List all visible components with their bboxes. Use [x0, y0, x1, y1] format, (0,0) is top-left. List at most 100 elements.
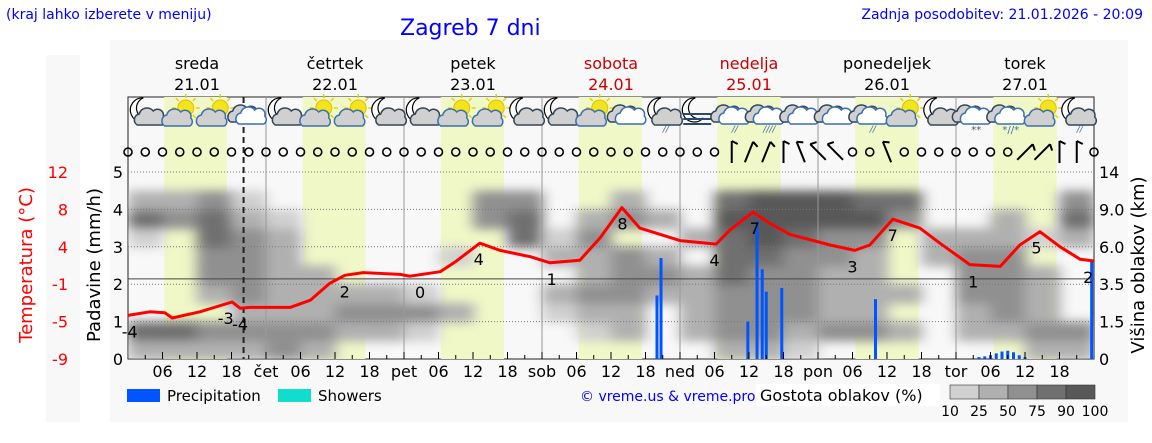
cloud-density-cell [818, 321, 854, 342]
precipitation-bar [977, 357, 981, 359]
credit-link[interactable]: © vreme.us & vreme.pro [580, 389, 755, 405]
cloud-shape [375, 107, 408, 126]
cloud-density-cell [887, 190, 923, 211]
precipitation-bar [1000, 351, 1004, 359]
wind-barb-tick [882, 140, 890, 144]
legend-showers-label: Showers [318, 387, 382, 405]
sun-ray [502, 114, 507, 119]
calm-wind-icon [519, 147, 530, 157]
cloud-density-cell [231, 190, 267, 211]
calm-wind-icon [278, 147, 289, 157]
sun-ray [916, 114, 921, 119]
snow-marks: ** [971, 125, 981, 136]
wind-barb-icon [1033, 143, 1054, 161]
precipitation-bar [1012, 352, 1015, 359]
precipitation-tick: 5 [113, 163, 123, 182]
cloud-density-cell [231, 209, 267, 230]
cloud-density-cell [369, 284, 405, 304]
cloud-density-cell [645, 246, 681, 267]
cloud-density-cell [990, 284, 1026, 304]
calm-wind-icon [640, 147, 651, 157]
cloud-shape [1065, 107, 1098, 126]
cloud-shape [299, 108, 332, 127]
cloud-density-cell [576, 209, 612, 230]
cloud-density-cell [887, 321, 923, 342]
cloud-density-cell [852, 265, 888, 286]
cloud-density-cell [611, 246, 647, 267]
cloud-density-cell [611, 321, 647, 342]
cloud-shape [195, 108, 228, 127]
hour-tick-label: 06 [704, 362, 724, 381]
hour-tick-label: 06 [152, 362, 172, 381]
moon-cloud-icon [509, 97, 546, 126]
legend-precipitation-label: Precipitation [167, 387, 261, 405]
cloud-density-cell [231, 284, 267, 304]
cloud-density-cell [438, 302, 474, 323]
wind-barb-shaft [881, 141, 893, 163]
precipitation-bar [874, 299, 877, 359]
calm-wind-icon [899, 147, 910, 157]
cloud-density-cell [990, 228, 1026, 248]
calm-wind-icon [192, 147, 202, 157]
calm-wind-icon [1002, 147, 1013, 157]
day-name: četrtek [307, 54, 365, 73]
hour-tick-label: 06 [428, 362, 448, 381]
calm-wind-icon [364, 147, 375, 157]
moon-fog-icon [681, 97, 712, 125]
cloud-density-cell [783, 340, 819, 359]
cloud-rain-icon: // [848, 104, 889, 135]
cloud-density-cell [369, 302, 405, 323]
cloud-density-cell [680, 265, 716, 286]
sun-ray [502, 97, 507, 102]
cloud-density-cell [680, 302, 716, 323]
sun-cloud-icon [885, 94, 925, 127]
sun-ray [916, 97, 921, 102]
cloud-density-cell [990, 321, 1026, 342]
precipitation-tick: 3 [113, 238, 123, 257]
wind-barb-icon [743, 141, 759, 163]
hour-tick-label: 18 [1049, 362, 1069, 381]
cloud-density-cell [714, 284, 750, 304]
temperature-tick: -1 [52, 275, 68, 294]
cloud-density-cell [162, 190, 198, 211]
sun-ray [468, 114, 473, 119]
temperature-label: 1 [547, 270, 557, 289]
calm-wind-icon [847, 147, 858, 157]
cloud-density-cell [542, 284, 578, 304]
sun-cloud-icon [161, 94, 200, 127]
cloud-density-cell [1025, 284, 1061, 304]
cloud-density-cell [714, 265, 750, 286]
cloud-density-cell [749, 265, 785, 286]
cloud-rain-icon: // [710, 104, 751, 135]
cloud-density-cell [611, 190, 647, 211]
colorbar-tick: 25 [970, 404, 988, 420]
cloud-density-cell [231, 265, 267, 286]
calm-wind-icon [985, 147, 996, 157]
cloud-density-cell [507, 190, 543, 211]
cloud-density-cell [576, 246, 612, 267]
cloud-density-cell [611, 302, 647, 323]
sun-cloud-icon [333, 94, 373, 127]
precipitation-bar [780, 287, 784, 359]
cloud-density-cell [542, 228, 578, 248]
calm-wind-icon [381, 147, 392, 157]
cloud-height-tick: 14 [1099, 163, 1119, 182]
precipitation-tick: 2 [113, 275, 123, 294]
precipitation-bar [655, 295, 659, 359]
sun-ray [175, 97, 180, 102]
sun-ray [589, 97, 594, 102]
wind-barb-shaft [743, 141, 755, 163]
temperature-label: 7 [888, 226, 898, 245]
hour-tick-label: 18 [359, 362, 379, 381]
temperature-axis-label: Temperatura (°C) [16, 187, 37, 344]
legend-showers-swatch [278, 389, 311, 402]
cloud-density-cell [887, 209, 923, 230]
cloud-density-cell [818, 302, 854, 323]
day-abbrev-tick: čet [254, 362, 279, 381]
rain-marks: // [869, 125, 877, 135]
wind-barb-icon [881, 140, 893, 163]
cloud-density-cell [680, 321, 716, 342]
cloud-density-cell [335, 302, 371, 323]
colorbar-segment [978, 384, 1009, 400]
temperature-label: 3 [847, 257, 857, 276]
